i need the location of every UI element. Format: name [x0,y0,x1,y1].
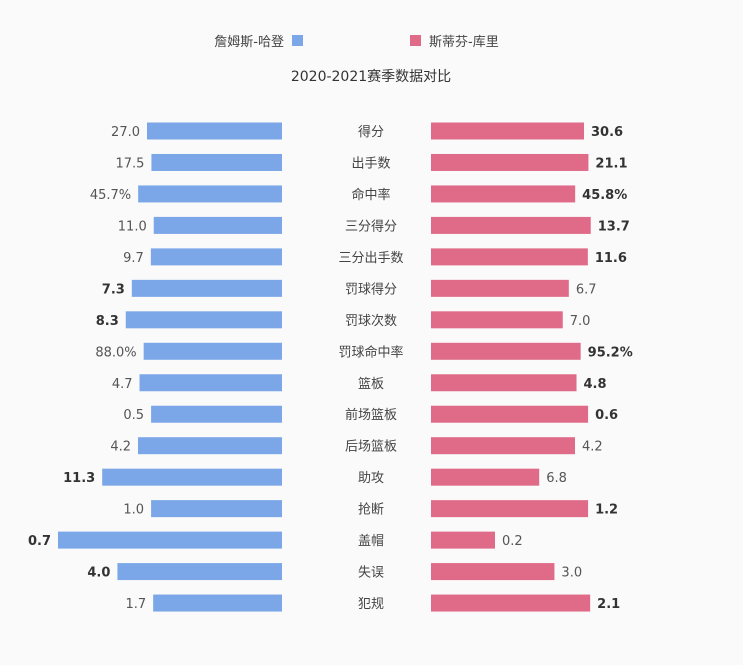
bar-harden [151,405,282,423]
value-label-harden: 11.3 [63,471,95,486]
value-label-harden: 88.0% [95,345,136,360]
bar-harden [150,248,282,266]
value-label-curry: 6.8 [546,471,567,486]
bar-harden [125,311,282,329]
category-label: 三分出手数 [338,251,403,266]
category-label: 盖帽 [358,533,384,549]
bar-harden [58,531,282,549]
bar-curry [431,122,584,140]
category-label: 篮板 [358,377,384,392]
bar-harden [153,216,282,234]
legend: 詹姆斯-哈登 斯蒂芬-库里 [214,34,498,50]
bar-harden [131,279,282,297]
value-label-curry: 6.7 [576,282,597,297]
bar-curry [431,279,569,297]
bar-harden [151,153,282,171]
value-label-curry: 11.6 [595,251,627,266]
category-label: 后场篮板 [345,440,397,455]
bar-harden [147,122,282,140]
value-label-harden: 7.3 [102,282,125,297]
value-label-curry: 45.8% [582,188,627,203]
category-label: 助攻 [358,471,384,486]
category-label: 罚球得分 [345,281,397,297]
bar-harden [139,374,282,392]
category-label: 罚球次数 [345,313,397,329]
category-label: 命中率 [351,187,390,203]
bar-harden [143,342,282,360]
value-label-harden: 45.7% [90,188,131,203]
value-label-harden: 0.7 [28,534,51,549]
bar-curry [431,437,575,455]
bar-curry [431,153,589,171]
value-label-harden: 11.0 [118,219,147,234]
bar-curry [431,342,581,360]
category-label: 得分 [358,124,384,140]
bar-curry [431,248,588,266]
bar-harden [151,500,282,518]
bar-harden [138,185,282,203]
value-label-harden: 4.2 [110,440,131,455]
bar-harden [153,594,282,612]
bar-curry [431,185,576,203]
bar-curry [431,468,540,486]
bar-curry [431,405,589,423]
value-label-curry: 0.6 [595,408,618,423]
value-label-harden: 27.0 [111,125,140,140]
category-label: 失误 [358,566,384,581]
bar-harden [117,563,282,581]
chart-title: 2020-2021赛季数据对比 [291,69,451,85]
bar-curry [431,374,577,392]
bar-harden [102,468,282,486]
category-label: 三分得分 [345,218,397,234]
category-label: 罚球命中率 [338,344,403,360]
value-label-curry: 4.2 [582,440,603,455]
value-label-curry: 95.2% [588,345,633,360]
value-label-curry: 1.2 [595,503,618,518]
bar-curry [431,311,563,329]
value-label-curry: 4.8 [584,377,607,392]
value-label-curry: 21.1 [595,156,627,171]
value-label-harden: 1.7 [125,597,146,612]
legend-swatch-harden[interactable] [292,35,303,46]
bar-curry [431,531,495,549]
value-label-harden: 1.0 [123,503,144,518]
value-label-harden: 17.5 [115,156,144,171]
bar-harden [138,437,282,455]
category-label: 出手数 [351,156,390,171]
category-label: 抢断 [358,502,384,518]
bar-curry [431,563,555,581]
bar-curry [431,594,591,612]
bar-curry [431,500,589,518]
legend-label-curry: 斯蒂芬-库里 [429,34,499,50]
value-label-curry: 3.0 [561,566,582,581]
value-label-curry: 7.0 [570,314,591,329]
legend-label-harden: 詹姆斯-哈登 [214,35,284,50]
value-label-curry: 13.7 [598,219,630,234]
value-label-curry: 30.6 [591,125,623,140]
category-label: 前场篮板 [345,407,397,423]
value-label-curry: 0.2 [502,534,523,549]
legend-swatch-curry[interactable] [410,35,421,46]
bar-curry [431,216,591,234]
value-label-harden: 4.0 [87,566,110,581]
category-label: 犯规 [358,597,384,612]
value-label-harden: 4.7 [112,377,133,392]
value-label-harden: 0.5 [123,408,144,423]
value-label-harden: 9.7 [123,251,144,266]
value-label-curry: 2.1 [597,597,620,612]
value-label-harden: 8.3 [96,314,119,329]
